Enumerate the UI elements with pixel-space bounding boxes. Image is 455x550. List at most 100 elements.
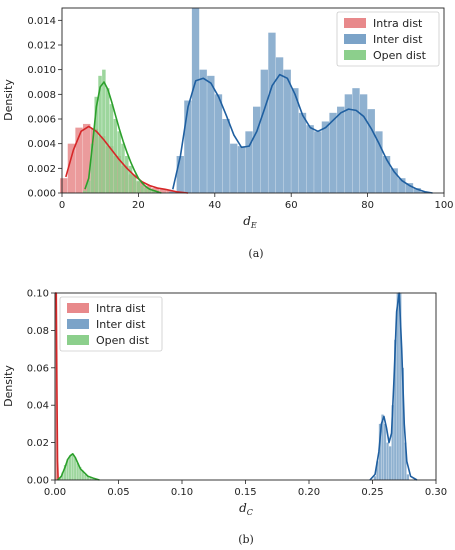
y-tick-label: 0.008 <box>27 90 56 101</box>
bar-open <box>105 88 110 193</box>
bar-inter <box>373 476 377 480</box>
bar-inter <box>404 442 407 480</box>
bar-open <box>89 478 92 480</box>
bar-inter <box>396 293 399 480</box>
bar-open <box>132 174 137 193</box>
bar-open <box>61 472 64 480</box>
bar-inter <box>359 94 368 193</box>
bar-inter <box>298 112 307 193</box>
bar-inter <box>237 146 246 193</box>
y-tick-label: 0.000 <box>27 189 56 200</box>
bar-open <box>147 189 152 193</box>
bar-open <box>102 69 106 193</box>
bar-inter <box>268 32 276 193</box>
bar-open <box>66 459 69 480</box>
panel-b-y-ticks: 0.00 0.02 0.04 0.06 0.08 0.10 <box>27 289 55 487</box>
bar-inter <box>406 474 410 480</box>
panel-a-bars-layer <box>60 8 429 193</box>
bar-inter <box>386 442 389 480</box>
bar-inter <box>321 121 330 193</box>
kde-line-intra <box>65 125 189 194</box>
bar-inter <box>375 131 383 193</box>
y-tick-label: 0.006 <box>27 115 56 126</box>
bar-inter <box>230 143 238 193</box>
legend-swatch-inter <box>67 319 89 329</box>
kde-line-open <box>56 453 100 481</box>
bar-inter <box>352 88 360 193</box>
bar-inter <box>191 8 200 193</box>
bar-open <box>144 188 148 193</box>
panel-b-caption: (b) <box>238 533 254 546</box>
kde-line-inter <box>369 292 418 481</box>
bar-open <box>63 465 67 480</box>
bar-open <box>121 143 125 193</box>
y-tick-label: 0.04 <box>27 401 49 412</box>
bar-open <box>94 96 98 193</box>
bar-intra <box>121 165 129 193</box>
legend-label-open: Open dist <box>373 49 427 62</box>
bar-inter <box>376 461 379 480</box>
bar-inter <box>184 100 192 193</box>
bar-inter <box>199 69 207 193</box>
bar-intra <box>67 143 76 193</box>
bar-open <box>151 190 156 193</box>
bar-inter <box>401 367 404 480</box>
bar-open <box>91 479 95 480</box>
bar-open <box>79 466 82 480</box>
y-tick-label: 0.002 <box>27 164 56 175</box>
bar-inter <box>306 125 314 193</box>
bar-inter <box>207 75 215 193</box>
y-tick-label: 0.10 <box>27 289 49 300</box>
y-tick-label: 0.08 <box>27 326 49 337</box>
x-tick-label: 0.10 <box>171 487 193 498</box>
y-tick-label: 0.02 <box>27 438 49 449</box>
bar-inter <box>283 69 291 193</box>
bar-open <box>84 474 87 480</box>
bar-inter <box>390 168 398 193</box>
bar-open <box>117 131 121 193</box>
panel-a-caption: (a) <box>248 247 263 260</box>
bar-inter <box>168 191 177 193</box>
bar-inter <box>405 183 414 193</box>
panel-b-y-axis-label: Density <box>2 365 15 407</box>
x-tick-label: 40 <box>208 200 221 211</box>
legend-label-inter: Inter dist <box>373 33 423 46</box>
bar-open <box>125 156 129 193</box>
bar-open <box>136 180 141 193</box>
x-tick-label: 60 <box>285 200 298 211</box>
bar-intra <box>167 190 175 193</box>
bar-open <box>113 119 118 193</box>
bar-inter <box>260 69 268 193</box>
bar-open <box>128 165 133 193</box>
panel-a-kde-layer <box>65 73 433 194</box>
bar-inter <box>337 106 345 193</box>
y-tick-label: 0.06 <box>27 363 49 374</box>
legend-label-open: Open dist <box>96 334 150 347</box>
bar-intra <box>83 123 91 193</box>
panel-a-y-ticks: 0.000 0.002 0.004 0.006 0.008 0.010 0.012 0.014 <box>27 16 62 200</box>
bar-inter <box>291 88 299 193</box>
bar-intra <box>55 293 57 480</box>
x-tick-label: 0.20 <box>298 487 320 498</box>
x-tick-label: 0.25 <box>361 487 383 498</box>
bar-inter <box>275 57 284 193</box>
bar-open <box>76 463 79 480</box>
panel-b-x-axis-label: dC <box>239 501 253 517</box>
bar-intra <box>144 185 152 193</box>
bar-inter <box>381 414 384 480</box>
bar-intra <box>113 156 121 193</box>
x-tick-label: 20 <box>132 200 145 211</box>
panel-a-legend: Intra dist Inter dist Open dist <box>336 11 440 67</box>
legend-label-intra: Intra dist <box>96 302 146 315</box>
bar-inter <box>413 188 421 193</box>
bar-intra <box>60 178 68 193</box>
bar-inter <box>394 339 397 480</box>
bar-open <box>58 478 62 480</box>
y-tick-label: 0.012 <box>27 41 56 52</box>
bar-intra <box>128 174 137 193</box>
bar-inter <box>314 131 322 193</box>
bar-open <box>86 476 89 480</box>
y-tick-label: 0.010 <box>27 65 56 76</box>
bar-intra <box>105 146 114 193</box>
